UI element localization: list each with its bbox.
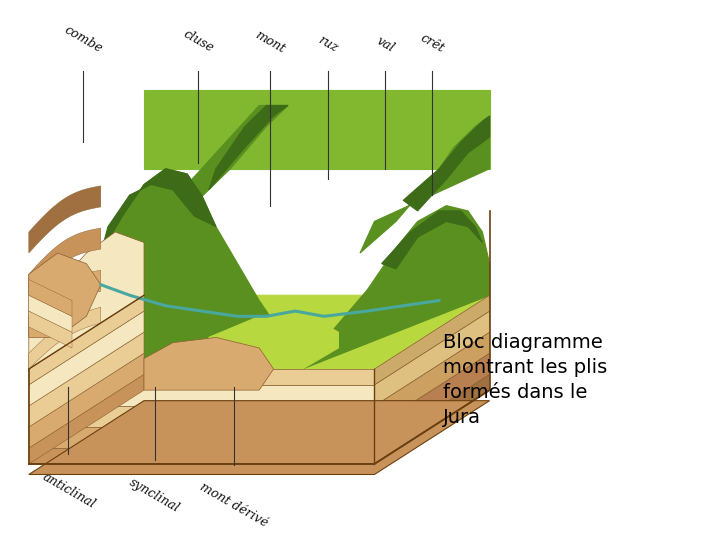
Polygon shape: [29, 406, 374, 427]
Polygon shape: [29, 295, 490, 369]
Polygon shape: [29, 295, 144, 385]
Polygon shape: [144, 90, 490, 168]
Polygon shape: [29, 311, 72, 348]
Polygon shape: [374, 353, 490, 448]
Polygon shape: [29, 448, 374, 464]
Polygon shape: [360, 116, 490, 253]
Polygon shape: [29, 253, 101, 338]
Polygon shape: [374, 295, 490, 385]
Polygon shape: [374, 374, 490, 464]
Polygon shape: [209, 105, 288, 190]
Polygon shape: [29, 332, 144, 427]
Polygon shape: [403, 116, 490, 211]
Polygon shape: [29, 186, 101, 253]
Polygon shape: [374, 332, 490, 427]
Polygon shape: [29, 427, 374, 448]
Text: combe: combe: [61, 23, 104, 56]
Text: anticlinal: anticlinal: [40, 470, 97, 511]
Polygon shape: [29, 369, 374, 385]
Polygon shape: [29, 311, 144, 406]
Polygon shape: [101, 168, 216, 253]
Polygon shape: [29, 270, 101, 338]
Polygon shape: [302, 206, 490, 369]
Polygon shape: [209, 316, 338, 369]
Polygon shape: [374, 311, 490, 406]
Text: crêt: crêt: [418, 31, 446, 56]
Polygon shape: [29, 279, 72, 316]
Text: ruz: ruz: [315, 34, 340, 56]
Polygon shape: [29, 353, 144, 448]
Text: synclinal: synclinal: [127, 476, 182, 515]
Text: mont: mont: [253, 28, 287, 56]
Polygon shape: [29, 401, 490, 475]
Text: val: val: [374, 35, 397, 56]
Polygon shape: [36, 168, 302, 369]
Polygon shape: [29, 228, 101, 295]
Text: mont dérivé: mont dérivé: [198, 481, 270, 530]
Polygon shape: [382, 211, 482, 269]
Polygon shape: [29, 295, 72, 332]
Text: cluse: cluse: [181, 28, 215, 56]
Polygon shape: [29, 374, 144, 464]
Polygon shape: [29, 232, 144, 369]
Text: Bloc diagramme
montrant les plis
formés dans le
Jura: Bloc diagramme montrant les plis formés …: [443, 333, 607, 427]
Polygon shape: [144, 105, 288, 237]
Polygon shape: [144, 338, 274, 390]
Polygon shape: [29, 307, 101, 369]
Polygon shape: [29, 385, 374, 406]
